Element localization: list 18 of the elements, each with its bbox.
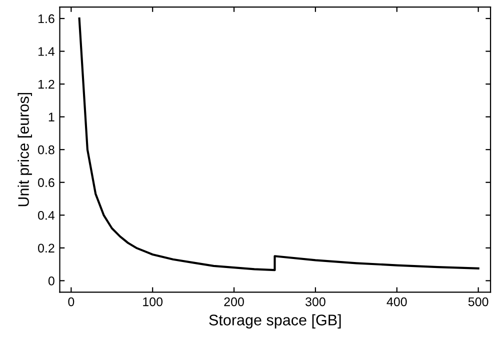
y-tick-label: 0.8 <box>38 145 54 154</box>
x-tick-label: 100 <box>143 297 163 306</box>
y-tick-label: 1.4 <box>38 47 55 56</box>
y-tick-label: 0.2 <box>38 244 54 253</box>
line-series <box>78 17 480 272</box>
y-tick-label: 0 <box>48 276 54 286</box>
y-tick-label: 1.6 <box>38 14 54 24</box>
x-tick-label: 300 <box>306 297 326 306</box>
x-axis-title: Storage space [GB] <box>209 314 341 328</box>
x-tick-label: 200 <box>224 297 244 306</box>
x-tick-label: 400 <box>386 297 407 306</box>
y-tick-label: 0.6 <box>38 178 54 188</box>
x-tick-label: 0 <box>68 297 74 306</box>
y-axis-title: Unit price [euros] <box>18 92 32 206</box>
y-tick-label: 1 <box>48 112 54 122</box>
y-tick-label: 1.2 <box>38 80 54 89</box>
y-tick-label: 0.4 <box>38 210 55 220</box>
x-tick-label: 500 <box>468 297 488 306</box>
